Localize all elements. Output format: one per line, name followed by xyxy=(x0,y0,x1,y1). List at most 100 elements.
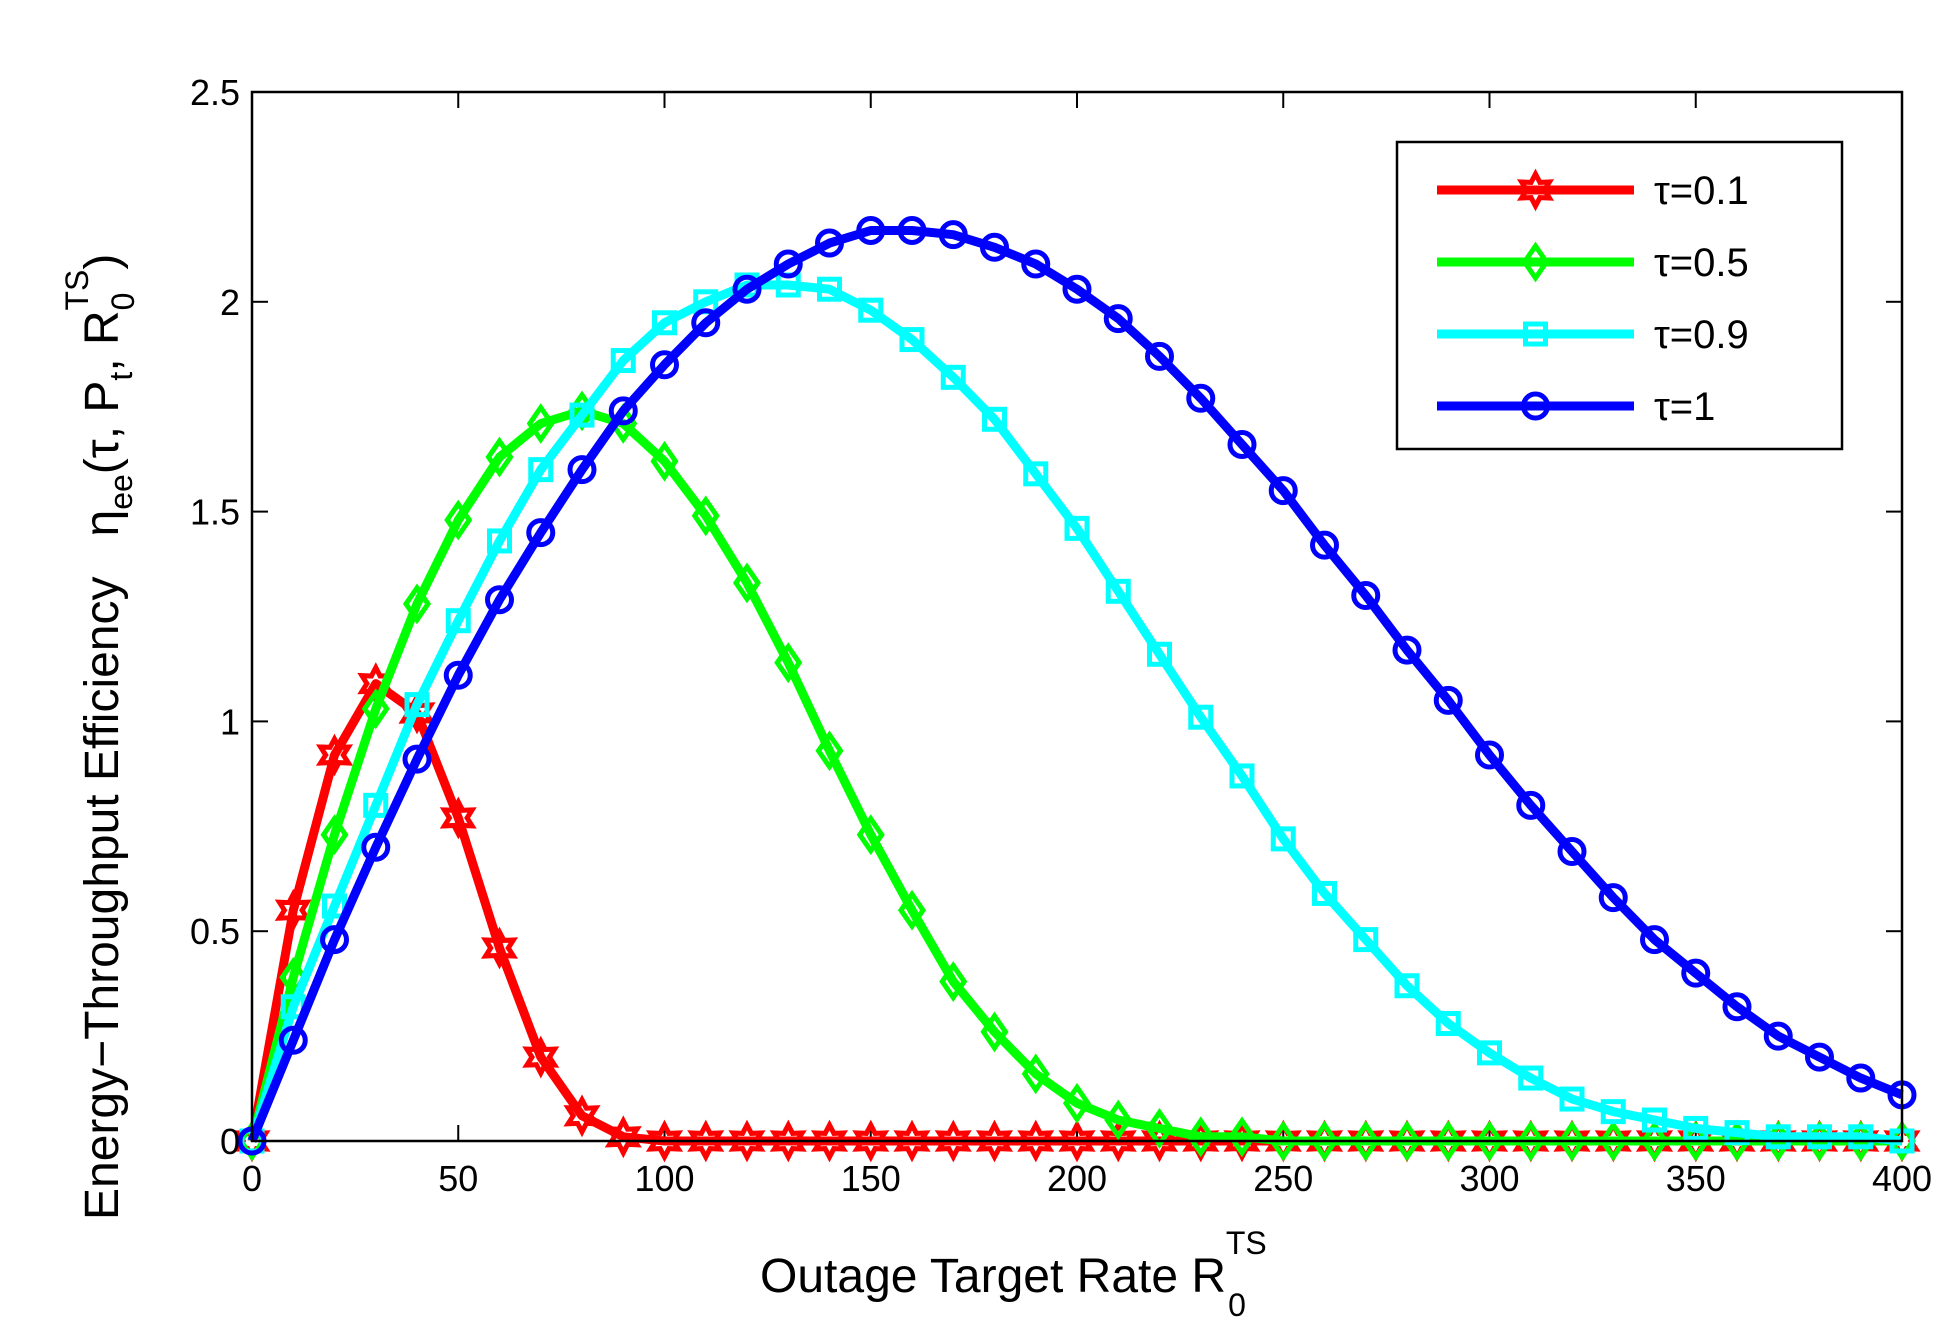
x-tick-label: 350 xyxy=(1666,1158,1726,1199)
data-point xyxy=(569,402,595,428)
data-point xyxy=(1394,973,1420,999)
data-point xyxy=(1846,1063,1876,1093)
data-point xyxy=(1062,274,1092,304)
data-point xyxy=(1145,1107,1174,1149)
data-point xyxy=(897,889,927,931)
data-point xyxy=(1557,836,1587,866)
data-point xyxy=(938,220,968,250)
data-point xyxy=(652,310,677,336)
data-point xyxy=(1064,515,1090,541)
data-point xyxy=(1269,1120,1298,1162)
data-point xyxy=(1270,826,1296,852)
y-tick-label: 1 xyxy=(220,701,240,742)
x-tick-label: 100 xyxy=(634,1158,694,1199)
data-point xyxy=(604,1115,642,1159)
data-point xyxy=(1312,880,1337,906)
x-tick-label: 200 xyxy=(1047,1158,1107,1199)
data-point xyxy=(774,642,803,684)
data-point xyxy=(320,814,349,856)
data-point xyxy=(1062,1082,1092,1124)
data-point xyxy=(610,348,636,374)
data-point xyxy=(485,436,514,478)
data-point xyxy=(1105,578,1131,604)
data-point xyxy=(439,796,477,840)
x-tick-label: 250 xyxy=(1253,1158,1313,1199)
plot-area-frame xyxy=(250,90,1904,1143)
data-point xyxy=(526,403,555,444)
data-point xyxy=(274,888,312,932)
data-point xyxy=(1599,1120,1628,1162)
data-point xyxy=(645,1119,684,1163)
data-point xyxy=(691,495,720,537)
data-point xyxy=(1188,704,1214,730)
data-point xyxy=(1351,581,1381,611)
data-point xyxy=(608,396,638,426)
x-axis-label: Outage Target Rate R0TS xyxy=(760,1225,1267,1323)
series-line xyxy=(247,226,1904,1143)
data-point xyxy=(1227,429,1257,459)
data-point xyxy=(528,457,554,483)
data-point xyxy=(815,228,844,258)
data-point xyxy=(732,562,762,604)
legend-label: τ=0.9 xyxy=(1654,313,1749,357)
x-tick-label: 150 xyxy=(841,1158,901,1199)
data-point xyxy=(1516,790,1546,820)
data-point xyxy=(897,215,927,245)
data-point xyxy=(526,518,556,548)
data-point xyxy=(1103,304,1133,334)
data-point xyxy=(728,1119,766,1163)
data-point xyxy=(1724,1120,1750,1146)
data-point xyxy=(278,1025,308,1055)
data-point xyxy=(1516,1120,1545,1162)
data-point xyxy=(1642,1107,1667,1133)
data-point xyxy=(315,733,354,777)
data-point xyxy=(322,893,347,919)
data-point xyxy=(320,925,349,955)
data-point xyxy=(563,1094,601,1138)
data-point xyxy=(1392,1120,1422,1162)
x-tick-label: 0 xyxy=(242,1158,262,1199)
legend-label: τ=1 xyxy=(1654,385,1715,429)
data-point xyxy=(982,406,1007,432)
data-point xyxy=(1683,1115,1709,1141)
data-point xyxy=(1475,1120,1504,1162)
data-point xyxy=(1268,476,1298,506)
y-tick-label: 0.5 xyxy=(190,911,240,952)
data-point xyxy=(1807,1124,1832,1150)
data-point xyxy=(1765,1124,1791,1150)
data-point xyxy=(1681,1120,1710,1162)
data-point xyxy=(363,792,389,818)
data-point xyxy=(1435,1011,1461,1037)
data-point xyxy=(1227,1116,1257,1158)
data-point xyxy=(732,274,762,304)
data-point xyxy=(1681,958,1711,988)
data-point xyxy=(1518,1065,1544,1091)
data-point xyxy=(691,308,721,338)
data-point xyxy=(1722,992,1752,1022)
data-point xyxy=(1021,249,1051,279)
data-point xyxy=(444,499,473,541)
data-point xyxy=(856,814,885,856)
data-point xyxy=(1640,1120,1669,1162)
data-point xyxy=(487,528,512,554)
data-point xyxy=(975,1119,1014,1163)
data-point xyxy=(445,608,471,634)
data-point xyxy=(1186,1116,1215,1158)
data-point xyxy=(1433,685,1463,715)
data-point xyxy=(1392,635,1422,665)
data-point xyxy=(1351,1120,1380,1162)
data-point xyxy=(815,730,844,772)
data-point xyxy=(237,1120,267,1162)
data-point xyxy=(1559,1086,1585,1112)
data-point xyxy=(773,249,803,279)
data-point xyxy=(650,350,679,380)
data-point xyxy=(1763,1021,1793,1051)
series-line xyxy=(247,280,1903,1146)
x-tick-label: 300 xyxy=(1459,1158,1519,1199)
data-point xyxy=(1353,927,1379,953)
data-point xyxy=(1434,1120,1463,1162)
data-point xyxy=(769,1119,807,1163)
data-point xyxy=(1477,1040,1502,1066)
data-point xyxy=(1557,1120,1587,1162)
